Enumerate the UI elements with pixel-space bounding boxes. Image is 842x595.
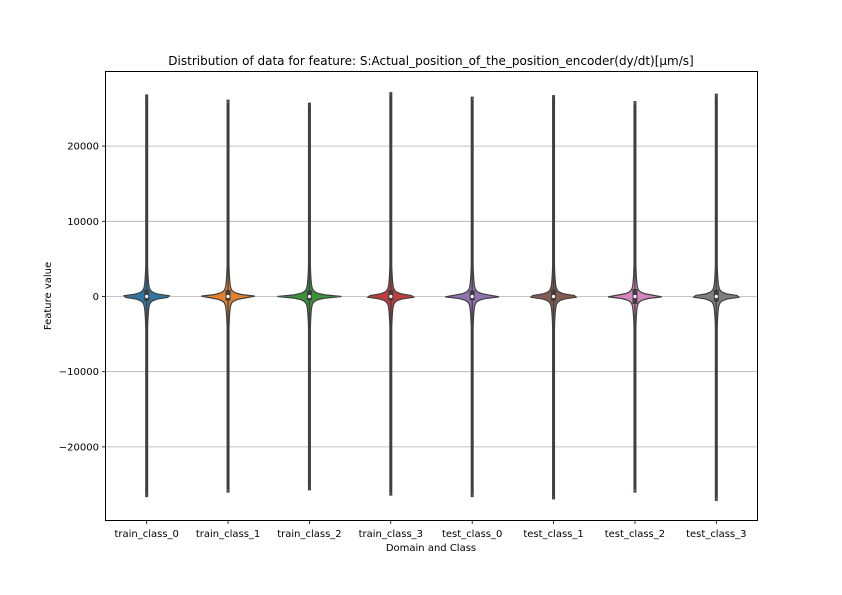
violin-train_class_3 xyxy=(366,92,416,496)
violin-train_class_0 xyxy=(122,94,171,498)
x-tick-label: test_class_0 xyxy=(442,529,502,540)
y-axis-label: Feature value xyxy=(43,262,54,330)
x-tick-label: train_class_1 xyxy=(196,529,260,540)
x-tick-label: train_class_3 xyxy=(359,529,423,540)
violin-test_class_3 xyxy=(692,93,741,501)
violin-median xyxy=(714,294,718,299)
x-axis-label: Domain and Class xyxy=(386,543,476,554)
y-axis-ticks: −20000 −10000 0 10000 20000 xyxy=(59,142,106,453)
x-tick-label: test_class_3 xyxy=(686,529,746,540)
violin-median xyxy=(633,294,637,299)
violin-median xyxy=(551,294,556,299)
plot-frame xyxy=(105,71,758,521)
violin-median xyxy=(226,294,230,299)
violin-train_class_2 xyxy=(277,102,342,491)
violin-train_class_1 xyxy=(201,99,256,493)
violin-median xyxy=(307,294,312,299)
violin-test_class_1 xyxy=(529,95,578,500)
violin-test_class_0 xyxy=(445,96,500,498)
violin-median xyxy=(389,294,393,299)
x-tick-label: train_class_0 xyxy=(114,529,178,540)
y-tick-label: 0 xyxy=(93,292,99,303)
violin-median xyxy=(145,294,149,299)
chart-title: Distribution of data for feature: S:Actu… xyxy=(168,54,693,68)
violin-median xyxy=(470,294,474,299)
y-tick-label: 20000 xyxy=(67,142,99,153)
x-tick-label: test_class_1 xyxy=(523,529,583,540)
x-tick-label: test_class_2 xyxy=(605,529,665,540)
x-tick-label: train_class_2 xyxy=(277,529,341,540)
violin-test_class_2 xyxy=(607,101,662,493)
violins xyxy=(122,92,741,501)
y-tick-label: 10000 xyxy=(67,217,99,228)
y-tick-label: −20000 xyxy=(59,442,99,453)
x-axis-ticks: train_class_0 train_class_1 train_class_2 t… xyxy=(114,520,747,540)
y-tick-label: −10000 xyxy=(59,367,99,378)
